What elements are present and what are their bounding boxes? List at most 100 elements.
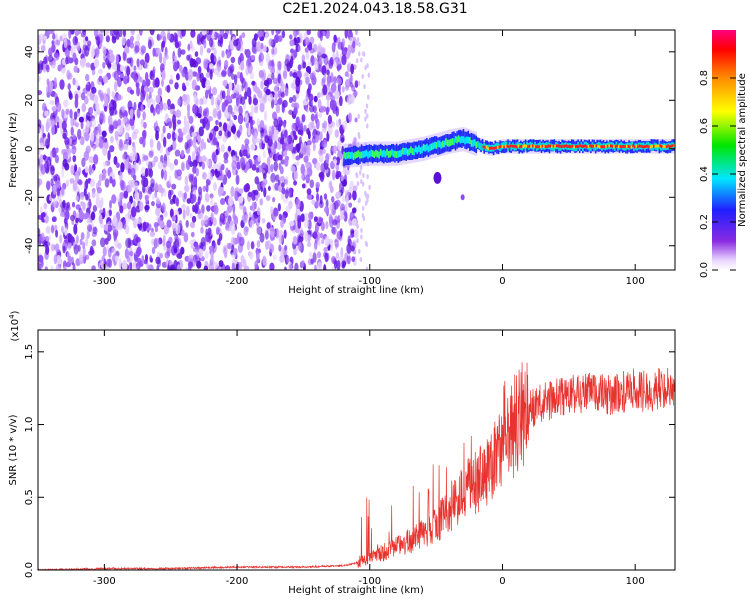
noise-speckle <box>76 41 81 52</box>
noise-speckle <box>122 143 129 151</box>
noise-speckle <box>102 75 109 84</box>
signal-peak <box>576 145 579 148</box>
noise-speckle <box>350 63 355 75</box>
noise-speckle <box>351 256 356 263</box>
signal-peak <box>500 144 502 148</box>
noise-speckle <box>366 193 370 199</box>
y-tick-label: 40 <box>24 45 35 58</box>
signal-ridge <box>363 150 366 158</box>
noise-speckle <box>267 147 272 155</box>
noise-speckle <box>309 179 315 189</box>
noise-speckle <box>289 39 295 47</box>
noise-speckle <box>139 136 144 145</box>
signal-ridge <box>470 140 473 147</box>
noise-speckle <box>360 57 363 63</box>
noise-speckle <box>297 64 302 71</box>
noise-speckle <box>64 137 70 146</box>
noise-speckle <box>111 247 117 255</box>
noise-speckle <box>99 138 104 149</box>
signal-ridge <box>360 151 363 159</box>
noise-speckle <box>148 264 154 270</box>
noise-speckle <box>90 211 96 221</box>
noise-speckle <box>326 76 332 87</box>
noise-speckle <box>330 95 336 102</box>
noise-speckle <box>319 112 322 118</box>
signal-peak <box>531 144 534 148</box>
noise-speckle <box>323 72 327 84</box>
noise-speckle <box>251 104 255 115</box>
noise-speckle <box>52 32 56 40</box>
noise-speckle <box>289 34 293 40</box>
noise-speckle <box>184 141 189 151</box>
noise-speckle <box>162 136 167 148</box>
noise-speckle <box>77 128 82 140</box>
signal-ridge <box>451 138 454 145</box>
noise-speckle <box>58 199 63 207</box>
noise-speckle <box>364 116 367 122</box>
noise-speckle <box>185 205 190 217</box>
noise-speckle <box>189 239 194 246</box>
signal-peak <box>551 145 553 148</box>
noise-speckle <box>163 102 168 111</box>
colorbar-tick-label: 0.8 <box>699 70 710 86</box>
noise-speckle <box>73 65 79 73</box>
noise-speckle <box>333 145 337 154</box>
noise-speckle <box>285 144 291 151</box>
noise-speckle <box>158 52 163 64</box>
noise-speckle <box>119 73 125 79</box>
noise-speckle <box>223 158 229 164</box>
noise-speckle <box>299 79 303 86</box>
noise-speckle <box>272 77 278 85</box>
noise-speckle <box>84 73 90 82</box>
noise-speckle <box>176 174 182 181</box>
signal-peak <box>584 144 587 148</box>
noise-speckle <box>212 163 219 170</box>
signal-peak <box>662 145 665 149</box>
noise-speckle <box>341 47 347 57</box>
signal-ridge <box>464 137 466 145</box>
noise-speckle <box>109 145 115 153</box>
noise-speckle <box>358 51 361 57</box>
noise-speckle <box>134 45 140 53</box>
noise-speckle <box>264 135 270 144</box>
noise-speckle <box>314 240 318 250</box>
signal-ridge <box>440 141 442 149</box>
noise-speckle <box>275 103 281 114</box>
noise-speckle <box>292 95 297 103</box>
noise-speckle <box>148 150 154 158</box>
noise-speckle <box>122 154 126 160</box>
noise-speckle <box>336 170 342 178</box>
noise-speckle <box>251 80 256 86</box>
noise-speckle <box>205 79 211 91</box>
noise-speckle <box>340 175 344 182</box>
noise-speckle <box>367 72 371 78</box>
noise-speckle <box>42 62 47 73</box>
noise-speckle <box>177 47 182 58</box>
noise-speckle <box>173 247 178 254</box>
noise-speckle <box>303 155 309 163</box>
signal-ridge <box>397 150 399 158</box>
noise-speckle <box>356 37 360 43</box>
noise-speckle <box>122 30 127 37</box>
noise-speckle <box>365 266 369 270</box>
noise-speckle <box>345 195 349 206</box>
noise-speckle <box>66 49 71 56</box>
signal-peak <box>495 146 497 150</box>
y-tick-label: 0.5 <box>24 489 35 505</box>
noise-speckle <box>279 166 284 175</box>
signal-peak <box>652 144 655 148</box>
noise-speckle <box>130 206 137 218</box>
noise-speckle <box>175 197 180 207</box>
noise-speckle <box>146 98 151 109</box>
noise-speckle <box>233 104 238 115</box>
signal-peak <box>627 144 630 148</box>
noise-speckle <box>141 255 145 264</box>
noise-speckle <box>161 160 168 168</box>
noise-speckle <box>240 254 245 264</box>
noise-speckle <box>242 206 247 216</box>
noise-speckle <box>303 230 308 241</box>
noise-speckle <box>307 234 311 243</box>
noise-speckle <box>322 139 328 149</box>
noise-speckle <box>51 40 55 46</box>
noise-speckle <box>189 212 193 219</box>
